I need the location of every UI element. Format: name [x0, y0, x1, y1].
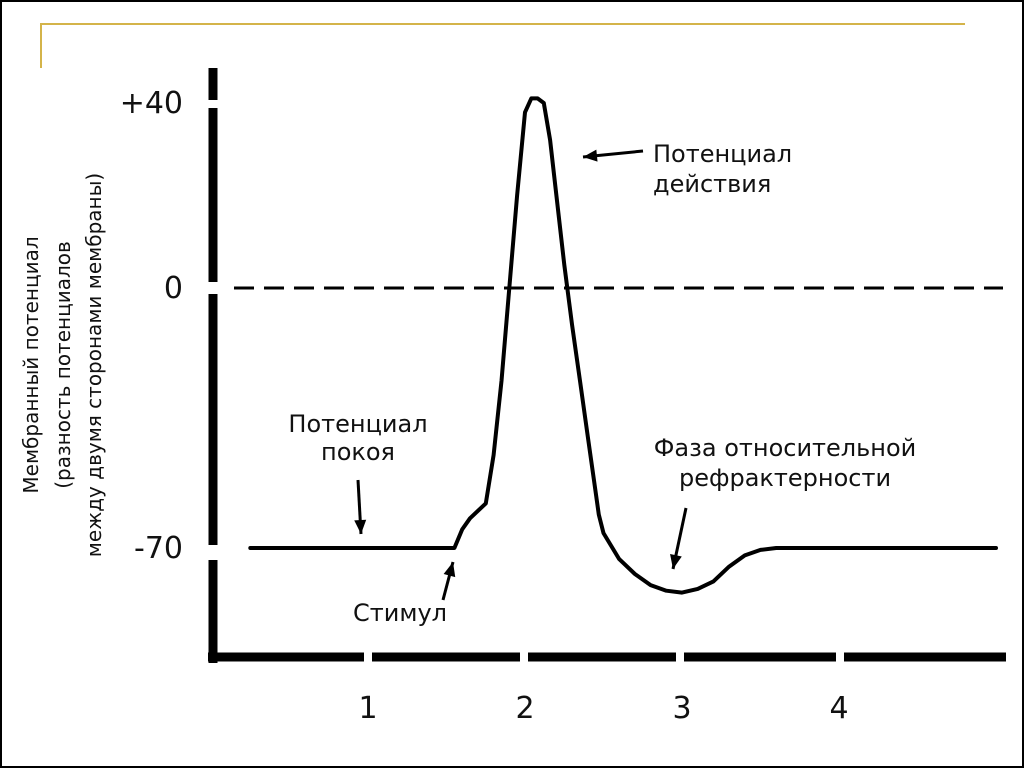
y-axis-label-line: между двумя сторонами мембраны)	[82, 173, 106, 557]
annotation-label: действия	[653, 170, 771, 198]
series-layer	[248, 96, 998, 595]
x-tick-label: 4	[829, 691, 848, 726]
axes	[208, 68, 1006, 663]
y-tick-label: -70	[134, 531, 183, 566]
x-tick-label: 3	[672, 691, 691, 726]
annotation-label: Стимул	[353, 599, 447, 627]
annotations: ПотенциалдействияПотенциалпокояСтимулФаз…	[288, 140, 916, 627]
annotation-label: покоя	[321, 438, 395, 466]
x-tick-label: 1	[358, 691, 377, 726]
annotation-arrowhead	[583, 149, 598, 162]
x-tick-label: 2	[515, 691, 534, 726]
annotation-label: Потенциал	[288, 410, 427, 438]
annotation-label: Фаза относительной	[654, 434, 917, 462]
y-tick-label: 0	[164, 271, 183, 306]
membrane-potential-line	[248, 96, 998, 595]
accent-line	[40, 23, 965, 68]
y-axis-label-line: Мембранный потенциал	[19, 236, 43, 493]
annotation-label: Потенциал	[653, 140, 792, 168]
y-tick-label: +40	[120, 86, 183, 121]
annotation-arrowhead	[354, 519, 367, 534]
annotation-arrowhead	[670, 554, 682, 569]
y-axis-label-line: (разность потенциалов	[51, 241, 75, 489]
annotation-label: рефрактерности	[679, 464, 891, 492]
annotation-arrowhead	[443, 562, 456, 578]
x-tick-labels: 1 2 3 4	[358, 691, 848, 726]
y-axis-label: Мембранный потенциал (разность потенциало…	[19, 173, 106, 557]
y-tick-labels: +40 0 -70	[120, 86, 183, 566]
